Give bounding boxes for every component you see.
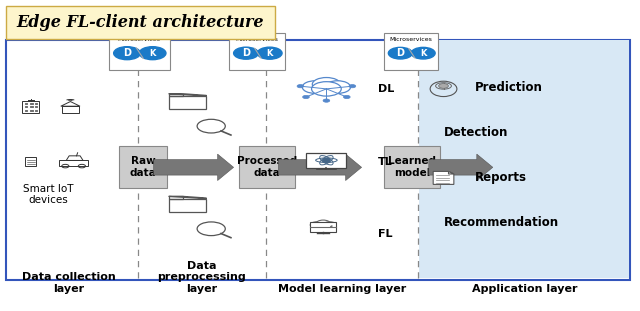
Bar <box>6 40 630 280</box>
Text: D: D <box>396 48 404 58</box>
Bar <box>24 103 28 104</box>
Bar <box>310 222 337 232</box>
Circle shape <box>316 220 330 227</box>
Circle shape <box>312 82 341 96</box>
Bar <box>169 96 206 109</box>
Text: K: K <box>420 49 426 58</box>
Text: Application layer: Application layer <box>472 284 577 294</box>
Circle shape <box>234 47 259 59</box>
Bar <box>26 157 36 166</box>
FancyArrow shape <box>154 154 234 180</box>
Bar <box>35 110 37 111</box>
Bar <box>22 101 40 113</box>
Circle shape <box>412 47 435 59</box>
Circle shape <box>349 85 356 88</box>
Circle shape <box>310 222 323 228</box>
Text: Smart IoT
devices: Smart IoT devices <box>23 183 73 205</box>
Text: D: D <box>242 48 250 58</box>
Text: TL: TL <box>378 157 392 167</box>
Circle shape <box>344 95 350 99</box>
Bar <box>30 103 33 104</box>
Bar <box>229 33 285 70</box>
Bar <box>169 199 206 212</box>
Bar <box>384 33 438 70</box>
Text: Microservices: Microservices <box>390 37 433 42</box>
Circle shape <box>312 77 340 91</box>
Bar <box>419 40 629 278</box>
Bar <box>30 110 33 111</box>
Bar <box>169 94 183 96</box>
Text: Model learning layer: Model learning layer <box>278 284 406 294</box>
Text: Raw
data: Raw data <box>130 156 156 178</box>
Text: FL: FL <box>378 229 392 239</box>
Polygon shape <box>433 171 454 184</box>
Circle shape <box>303 95 309 99</box>
Circle shape <box>114 47 140 60</box>
Text: D: D <box>123 48 131 58</box>
Bar <box>24 110 28 111</box>
Text: Reports: Reports <box>475 171 527 184</box>
FancyArrow shape <box>278 154 362 180</box>
Text: Prediction: Prediction <box>475 81 543 94</box>
Circle shape <box>323 222 336 228</box>
Circle shape <box>302 81 328 93</box>
Circle shape <box>297 85 304 88</box>
FancyArrow shape <box>429 154 493 180</box>
Bar <box>62 106 79 113</box>
Text: Detection: Detection <box>444 126 508 139</box>
Bar <box>169 196 183 199</box>
Text: Microservices: Microservices <box>236 37 278 42</box>
Bar <box>30 106 33 107</box>
Bar <box>239 146 295 188</box>
Bar <box>310 223 336 227</box>
Circle shape <box>140 47 166 60</box>
Circle shape <box>323 99 330 102</box>
Text: Recommendation: Recommendation <box>444 216 559 230</box>
Text: DL: DL <box>378 84 394 94</box>
Circle shape <box>257 47 282 59</box>
Text: Data collection
layer: Data collection layer <box>22 272 115 294</box>
Text: Microservices: Microservices <box>118 37 161 42</box>
Text: Data
preprocessing
layer: Data preprocessing layer <box>157 261 246 294</box>
Bar <box>35 103 37 104</box>
Bar <box>35 106 37 107</box>
Circle shape <box>388 47 412 59</box>
Polygon shape <box>449 171 454 174</box>
Bar <box>109 33 170 70</box>
Bar <box>59 160 88 166</box>
Text: K: K <box>266 49 273 58</box>
Circle shape <box>438 84 449 88</box>
Bar <box>119 146 167 188</box>
Text: Learned
model: Learned model <box>388 156 436 178</box>
Bar <box>307 153 346 168</box>
Bar <box>24 106 28 107</box>
Bar <box>384 146 440 188</box>
Text: K: K <box>149 49 156 58</box>
Bar <box>6 6 275 39</box>
Circle shape <box>324 81 351 93</box>
Text: Edge FL-client architecture: Edge FL-client architecture <box>16 14 264 31</box>
FancyArrow shape <box>330 225 333 227</box>
Text: Processed
data: Processed data <box>237 156 297 178</box>
Circle shape <box>323 158 330 162</box>
